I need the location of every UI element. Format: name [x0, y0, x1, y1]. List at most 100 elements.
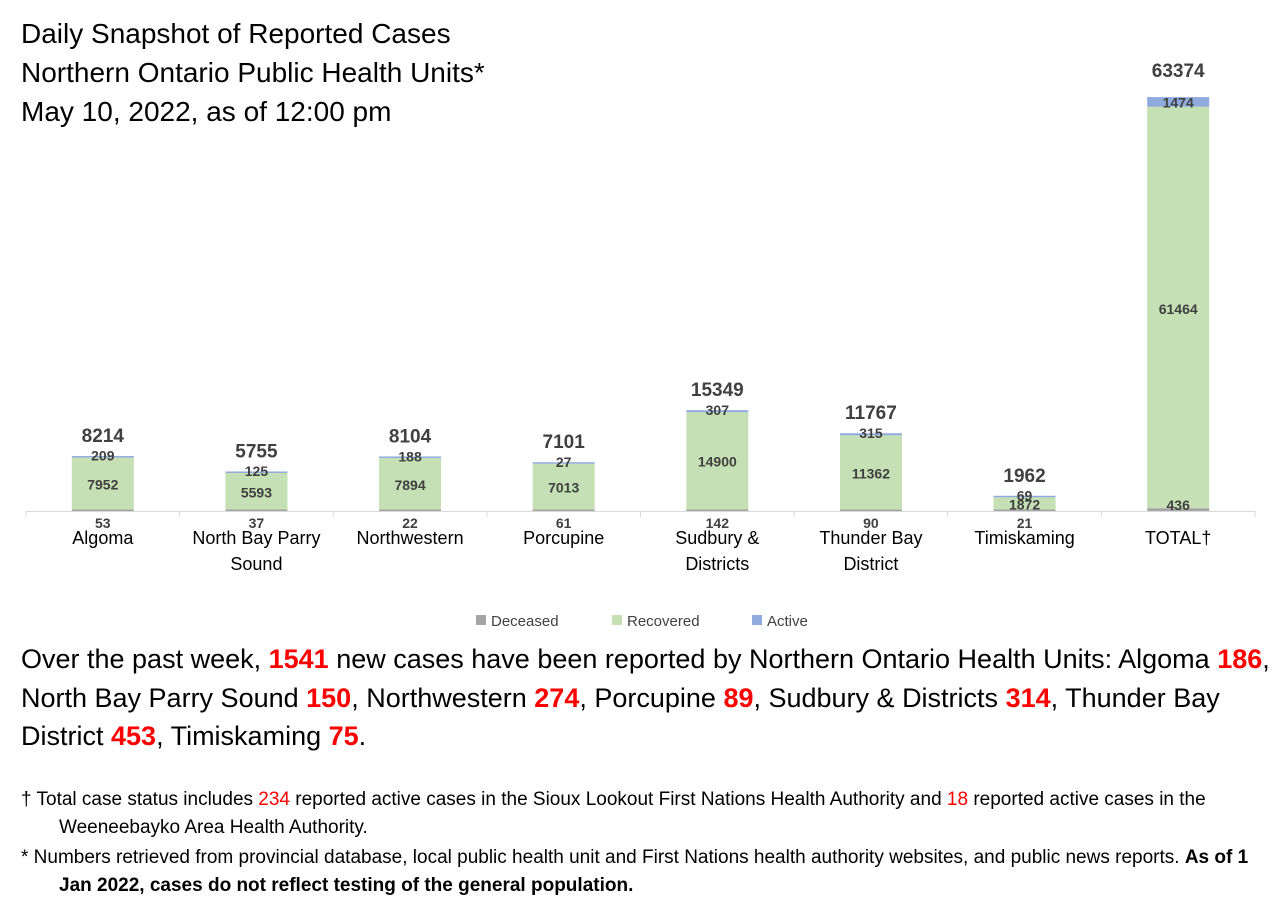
title-line-2: Northern Ontario Public Health Units*	[21, 57, 485, 88]
x-tick-label-thunder-bay-district: District	[843, 554, 898, 574]
summary-text: , Porcupine	[579, 682, 724, 713]
total-label-algoma: 8214	[82, 426, 125, 447]
legend-swatch-active	[752, 615, 762, 625]
bar-northwestern-recovered	[379, 457, 442, 510]
total-label-sudbury-districts: 15349	[691, 380, 744, 401]
weekly-summary: Over the past week, 1541 new cases have …	[21, 640, 1271, 756]
legend-label-active: Active	[767, 613, 808, 630]
data-label-north-bay-parry-sound-active: 125	[245, 463, 269, 479]
data-label-north-bay-parry-sound-deceased: 37	[249, 515, 265, 531]
bar-sudbury-districts-deceased	[686, 509, 749, 511]
data-label-timiskaming-recovered: 1872	[1009, 497, 1040, 513]
data-label-algoma-active: 209	[91, 448, 115, 464]
summary-porcupine-count: 89	[723, 682, 754, 713]
summary-text: .	[358, 721, 367, 751]
data-label-algoma-recovered: 7952	[87, 477, 118, 493]
summary-text: , Thunder Bay District	[21, 682, 1220, 752]
title-line-1: Daily Snapshot of Reported Cases	[21, 18, 451, 49]
summary-total-new-cases: 1541	[268, 644, 329, 674]
data-label-thunder-bay-district-active: 315	[859, 425, 883, 441]
x-tick-label-northwestern: Northwestern	[357, 528, 464, 548]
data-label-timiskaming-deceased: 21	[1017, 515, 1033, 531]
data-label-sudbury-districts-deceased: 142	[706, 515, 730, 531]
data-label-total-recovered: 61464	[1159, 301, 1198, 317]
bar-algoma-recovered	[71, 457, 134, 510]
footnote-weeneebayko-count: 18	[946, 789, 969, 810]
bar-total-active	[1147, 97, 1210, 107]
total-label-total: 63374	[1152, 61, 1205, 82]
data-label-algoma-deceased: 53	[95, 515, 111, 531]
footnote-asterisk: * Numbers retrieved from provincial data…	[21, 844, 1276, 900]
footnote-text: reported active cases in the Sioux Looko…	[290, 789, 947, 810]
bar-north-bay-parry-sound-deceased	[225, 509, 288, 511]
summary-sudbury-count: 314	[1005, 682, 1051, 713]
footnote-text: * Numbers retrieved from provincial data…	[21, 847, 1185, 868]
title-line-3: May 10, 2022, as of 12:00 pm	[21, 96, 392, 127]
data-label-porcupine-recovered: 7013	[548, 480, 579, 496]
x-tick-label-total: TOTAL†	[1145, 528, 1211, 548]
bar-porcupine-active	[532, 462, 595, 464]
bar-thunder-bay-district-active	[839, 433, 902, 436]
footnote-bold-note: As of 1 Jan 2022, cases do not reflect t…	[59, 847, 1249, 896]
bar-sudbury-districts-recovered	[686, 412, 749, 510]
data-label-north-bay-parry-sound-recovered: 5593	[241, 484, 272, 500]
footnote-text: † Total case status includes	[21, 789, 259, 810]
total-label-porcupine: 7101	[543, 432, 586, 453]
data-label-porcupine-deceased: 61	[556, 515, 572, 531]
summary-algoma-count: 186	[1217, 644, 1263, 674]
bar-porcupine-deceased	[532, 509, 595, 511]
bar-northwestern-active	[379, 456, 442, 458]
bar-timiskaming-deceased	[993, 509, 1056, 511]
bar-porcupine-recovered	[532, 463, 595, 510]
bar-thunder-bay-district-recovered	[839, 435, 902, 510]
bar-timiskaming-recovered	[993, 497, 1056, 510]
summary-north-bay-count: 150	[306, 682, 352, 713]
x-tick-label-porcupine: Porcupine	[523, 528, 604, 548]
legend-label-recovered: Recovered	[627, 613, 700, 630]
x-tick-label-north-bay-parry-sound: Sound	[230, 554, 282, 574]
bar-algoma-deceased	[71, 509, 134, 511]
bar-timiskaming-active	[993, 495, 1056, 498]
bar-sudbury-districts-active	[686, 410, 749, 413]
bar-thunder-bay-district-deceased	[839, 509, 902, 511]
bar-north-bay-parry-sound-active	[225, 471, 288, 473]
data-label-northwestern-recovered: 7894	[394, 477, 425, 493]
x-tick-label-thunder-bay-district: Thunder Bay	[819, 528, 922, 548]
summary-text: , Northwestern	[351, 682, 535, 713]
x-tick-label-sudbury-districts: Sudbury &	[675, 528, 759, 548]
x-tick-label-algoma: Algoma	[72, 528, 134, 548]
summary-text: Over the past week,	[21, 644, 269, 674]
total-label-northwestern: 8104	[389, 426, 432, 447]
summary-text: , Sudbury & Districts	[753, 682, 1006, 713]
chart-title: Daily Snapshot of Reported Cases Norther…	[21, 14, 485, 131]
footnote-dagger: † Total case status includes 234 reporte…	[21, 786, 1276, 842]
x-tick-label-timiskaming: Timiskaming	[974, 528, 1074, 548]
data-label-thunder-bay-district-deceased: 90	[863, 515, 879, 531]
footnote-text: reported active cases in the Weeneebayko…	[59, 789, 1206, 838]
summary-thunder-bay-count: 453	[111, 721, 157, 751]
summary-text: new cases have been reported by Northern…	[328, 644, 1218, 674]
legend-label-deceased: Deceased	[491, 613, 559, 630]
total-label-timiskaming: 1962	[1003, 466, 1045, 487]
bar-north-bay-parry-sound-recovered	[225, 472, 288, 510]
total-label-north-bay-parry-sound: 5755	[235, 441, 278, 462]
summary-northwestern-count: 274	[534, 682, 580, 713]
legend-swatch-deceased	[476, 615, 486, 625]
summary-text: , North Bay Parry Sound	[21, 644, 1270, 713]
data-label-sudbury-districts-active: 307	[706, 402, 730, 418]
footnote-sioux-lookout-count: 234	[258, 789, 290, 810]
summary-timiskaming-count: 75	[328, 721, 359, 751]
data-label-total-active: 1474	[1163, 95, 1194, 111]
summary-text: , Timiskaming	[156, 721, 329, 751]
legend-swatch-recovered	[612, 615, 622, 625]
total-label-thunder-bay-district: 11767	[845, 403, 897, 424]
data-label-northwestern-deceased: 22	[402, 515, 418, 531]
bar-total-recovered	[1147, 106, 1210, 509]
data-label-thunder-bay-district-recovered: 11362	[852, 465, 890, 481]
x-tick-label-north-bay-parry-sound: North Bay Parry	[192, 528, 320, 548]
data-label-total-deceased: 436	[1167, 497, 1191, 513]
bar-total-deceased	[1147, 508, 1210, 511]
x-tick-label-sudbury-districts: Districts	[685, 554, 749, 574]
data-label-timiskaming-active: 69	[1017, 488, 1033, 504]
